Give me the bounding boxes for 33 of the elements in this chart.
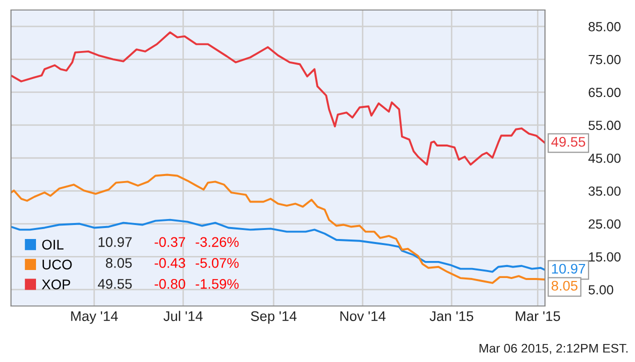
x-tick-label: Jan '15 — [430, 311, 474, 322]
legend-label: OIL — [42, 240, 64, 250]
data-label: 8.05 — [552, 280, 578, 291]
annotation: 49.55 — [98, 279, 132, 289]
y-tick-label: 75.00 — [588, 54, 621, 64]
y-tick-label: 45.00 — [588, 154, 621, 163]
annotation: -0.80 — [154, 279, 186, 289]
annotation: -0.37 — [154, 237, 186, 247]
annotation: -1.59% — [196, 279, 239, 289]
x-tick-label: May '14 — [71, 311, 118, 324]
text: Mar 06 2015, 2:12PM EST. — [480, 344, 628, 354]
line-series — [11, 218, 545, 273]
y-tick-label: 55.00 — [588, 120, 621, 130]
legend-label: XOP — [42, 280, 70, 290]
x-tick-label: Jul '14 — [164, 310, 203, 322]
y-tick-label: 65.00 — [588, 88, 621, 98]
annotation: 8.05 — [106, 258, 132, 268]
data-label: 49.55 — [551, 136, 586, 147]
y-tick-label: 15.00 — [589, 252, 621, 262]
legend-label: UCO — [42, 260, 72, 270]
x-tick-label: Mar '15 — [516, 311, 560, 322]
x-tick-label: Nov '14 — [340, 311, 386, 322]
y-tick-label: 5.00 — [588, 285, 614, 294]
data-label: 10.97 — [552, 264, 586, 274]
annotation: -5.07% — [196, 258, 239, 268]
y-tick-label: 25.00 — [588, 219, 621, 229]
annotation: 10.97 — [98, 237, 132, 247]
annotation: -0.43 — [154, 258, 186, 268]
annotation: -3.26% — [196, 237, 239, 247]
y-tick-label: 35.00 — [588, 186, 621, 196]
line-series — [11, 31, 545, 166]
x-tick-label: Sep '14 — [250, 311, 297, 324]
y-tick-label: 85.00 — [588, 22, 621, 32]
